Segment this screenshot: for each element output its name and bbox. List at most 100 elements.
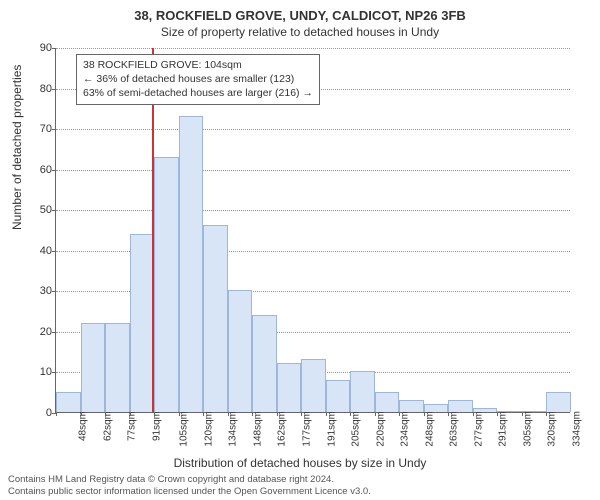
x-tick-mark <box>375 412 376 416</box>
y-tick-mark <box>52 372 56 373</box>
x-tick-label: 148sqm <box>252 411 263 447</box>
histogram-bar <box>301 359 326 412</box>
x-tick-label: 62sqm <box>102 411 113 441</box>
y-tick-mark <box>52 210 56 211</box>
annotation-line: ← 36% of detached houses are smaller (12… <box>83 72 313 86</box>
y-tick-label: 90 <box>28 42 52 54</box>
y-tick-mark <box>52 129 56 130</box>
y-tick-label: 50 <box>28 204 52 216</box>
histogram-bar <box>546 392 571 412</box>
x-tick-label: 263sqm <box>448 411 459 447</box>
x-tick-mark <box>179 412 180 416</box>
y-tick-mark <box>52 291 56 292</box>
histogram-bar <box>350 371 375 412</box>
x-tick-label: 134sqm <box>228 411 239 447</box>
footer-line-1: Contains HM Land Registry data © Crown c… <box>8 474 592 486</box>
grid-line <box>56 170 570 171</box>
annotation-box: 38 ROCKFIELD GROVE: 104sqm← 36% of detac… <box>76 54 320 105</box>
x-tick-label: 177sqm <box>301 411 312 447</box>
x-axis-label: Distribution of detached houses by size … <box>0 456 600 470</box>
histogram-bar <box>81 323 106 412</box>
histogram-bar <box>375 392 400 412</box>
x-tick-mark <box>522 412 523 416</box>
x-tick-mark <box>252 412 253 416</box>
histogram-bar <box>56 392 81 412</box>
x-tick-mark <box>497 412 498 416</box>
histogram-bar <box>473 408 498 412</box>
y-tick-label: 40 <box>28 245 52 257</box>
plot-area: 010203040506070809048sqm62sqm77sqm91sqm1… <box>55 48 570 413</box>
histogram-bar <box>252 315 277 412</box>
x-tick-label: 305sqm <box>522 411 533 447</box>
x-tick-label: 234sqm <box>399 411 410 447</box>
x-tick-label: 277sqm <box>473 411 484 447</box>
histogram-bar <box>424 404 449 412</box>
histogram-bar <box>203 225 228 412</box>
chart-container: 38, ROCKFIELD GROVE, UNDY, CALDICOT, NP2… <box>0 0 600 500</box>
y-tick-label: 10 <box>28 366 52 378</box>
y-tick-mark <box>52 170 56 171</box>
y-axis-label: Number of detached properties <box>10 65 24 230</box>
y-tick-mark <box>52 251 56 252</box>
histogram-bar <box>228 290 253 412</box>
x-tick-mark <box>399 412 400 416</box>
y-tick-label: 70 <box>28 123 52 135</box>
histogram-bar <box>399 400 424 412</box>
y-tick-mark <box>52 332 56 333</box>
x-tick-mark <box>277 412 278 416</box>
histogram-bar <box>522 411 547 412</box>
x-tick-mark <box>105 412 106 416</box>
histogram-bar <box>497 411 522 412</box>
x-tick-mark <box>203 412 204 416</box>
x-tick-mark <box>130 412 131 416</box>
annotation-line: 63% of semi-detached houses are larger (… <box>83 86 313 100</box>
x-tick-mark <box>56 412 57 416</box>
y-tick-label: 20 <box>28 326 52 338</box>
x-tick-label: 205sqm <box>350 411 361 447</box>
plot: 010203040506070809048sqm62sqm77sqm91sqm1… <box>55 48 570 413</box>
x-tick-label: 91sqm <box>151 411 162 441</box>
x-tick-label: 162sqm <box>277 411 288 447</box>
y-tick-label: 80 <box>28 83 52 95</box>
histogram-bar <box>179 116 204 412</box>
annotation-line: 38 ROCKFIELD GROVE: 104sqm <box>83 58 313 72</box>
x-tick-label: 291sqm <box>497 411 508 447</box>
x-tick-label: 320sqm <box>546 411 557 447</box>
histogram-bar <box>154 157 179 413</box>
histogram-bar <box>448 400 473 412</box>
y-tick-label: 60 <box>28 164 52 176</box>
chart-subtitle: Size of property relative to detached ho… <box>0 25 600 39</box>
x-tick-mark <box>546 412 547 416</box>
x-tick-mark <box>424 412 425 416</box>
grid-line <box>56 129 570 130</box>
histogram-bar <box>130 234 155 412</box>
x-tick-mark <box>228 412 229 416</box>
footer-line-2: Contains public sector information licen… <box>8 486 592 498</box>
chart-footer: Contains HM Land Registry data © Crown c… <box>8 474 592 498</box>
x-tick-mark <box>448 412 449 416</box>
histogram-bar <box>277 363 302 412</box>
x-tick-label: 48sqm <box>78 411 89 441</box>
x-tick-label: 191sqm <box>326 411 337 447</box>
x-tick-mark <box>473 412 474 416</box>
x-tick-mark <box>81 412 82 416</box>
x-tick-label: 120sqm <box>203 411 214 447</box>
histogram-bar <box>326 380 351 412</box>
x-tick-mark <box>326 412 327 416</box>
x-tick-label: 105sqm <box>179 411 190 447</box>
y-tick-mark <box>52 89 56 90</box>
histogram-bar <box>105 323 130 412</box>
x-tick-label: 77sqm <box>127 411 138 441</box>
x-tick-mark <box>350 412 351 416</box>
x-tick-label: 220sqm <box>375 411 386 447</box>
chart-title: 38, ROCKFIELD GROVE, UNDY, CALDICOT, NP2… <box>0 8 600 23</box>
y-tick-label: 0 <box>28 407 52 419</box>
x-tick-mark <box>301 412 302 416</box>
x-tick-label: 334sqm <box>571 411 582 447</box>
x-tick-mark <box>154 412 155 416</box>
grid-line <box>56 48 570 49</box>
x-tick-label: 248sqm <box>424 411 435 447</box>
y-tick-label: 30 <box>28 285 52 297</box>
y-tick-mark <box>52 48 56 49</box>
grid-line <box>56 210 570 211</box>
